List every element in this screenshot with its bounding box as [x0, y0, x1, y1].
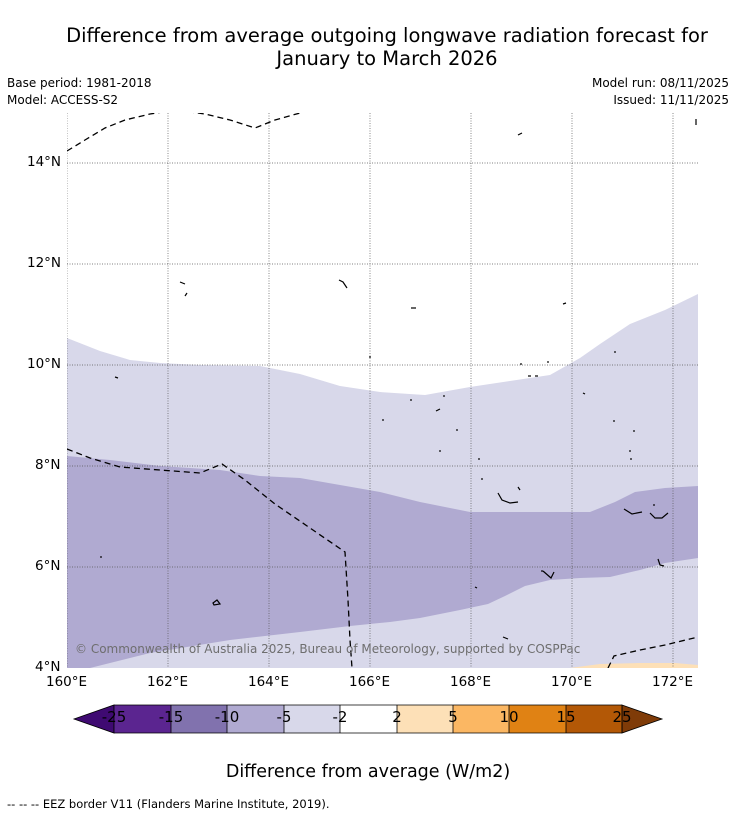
lon-label-170e: 170°E [551, 674, 593, 690]
map-title-line1: Difference from average outgoing longwav… [66, 24, 708, 47]
colorbar-tick: -15 [158, 708, 184, 726]
lon-label-166e: 166°E [349, 674, 391, 690]
colorbar-tick: 25 [612, 708, 632, 726]
colorbar-tick: 10 [499, 708, 519, 726]
lon-label-162e: 162°E [147, 674, 189, 690]
base-period: Base period: 1981-2018 [7, 76, 152, 90]
colorbar-tick: 5 [448, 708, 458, 726]
colorbar-segment-8 [509, 705, 566, 733]
island-outlines [114, 119, 697, 640]
colorbar-tick: -5 [276, 708, 292, 726]
map-title-line2: January to March 2026 [276, 47, 498, 70]
colorbar-tick: -25 [101, 708, 127, 726]
copyright-notice: © Commonwealth of Australia 2025, Bureau… [75, 642, 581, 656]
lon-label-164e: 164°E [248, 674, 290, 690]
model-run: Model run: 08/11/2025 [591, 76, 729, 90]
colorbar-tick: 2 [392, 708, 402, 726]
lat-label-12n: 12°N [27, 255, 62, 271]
model-name: Model: ACCESS-S2 [7, 93, 119, 107]
colorbar-segment-4 [284, 705, 340, 733]
colorbar-tick: -2 [332, 708, 348, 726]
small-islands [100, 351, 655, 572]
eez-border-lines [67, 113, 698, 668]
colorbar-segment-9 [566, 705, 622, 733]
colorbar-tick: 15 [556, 708, 576, 726]
eez-legend-note: -- -- -- EEZ border V11 (Flanders Marine… [7, 797, 330, 811]
colorbar-segment-6 [397, 705, 453, 733]
lat-label-4n: 4°N [35, 659, 61, 675]
lon-label-160e: 160°E [46, 674, 88, 690]
colorbar-title: Difference from average (W/m2) [225, 762, 511, 782]
colorbar-segment-5 [340, 705, 397, 733]
issued-date: Issued: 11/11/2025 [613, 93, 729, 107]
graticule [67, 113, 698, 668]
lat-label-14n: 14°N [27, 154, 62, 170]
colorbar-segment-1 [114, 705, 171, 733]
colorbar-tick: -10 [214, 708, 240, 726]
colorbar-segment-3 [227, 705, 284, 733]
colorbar-segment-2 [171, 705, 227, 733]
anomaly-band-medium-lavender [67, 456, 698, 668]
lat-label-6n: 6°N [35, 558, 61, 574]
anomaly-patch-light-orange [570, 663, 698, 668]
lon-label-172e: 172°E [652, 674, 694, 690]
colorbar-segment-7 [453, 705, 509, 733]
lat-label-10n: 10°N [27, 356, 62, 372]
lon-label-168e: 168°E [450, 674, 492, 690]
lat-label-8n: 8°N [35, 457, 61, 473]
